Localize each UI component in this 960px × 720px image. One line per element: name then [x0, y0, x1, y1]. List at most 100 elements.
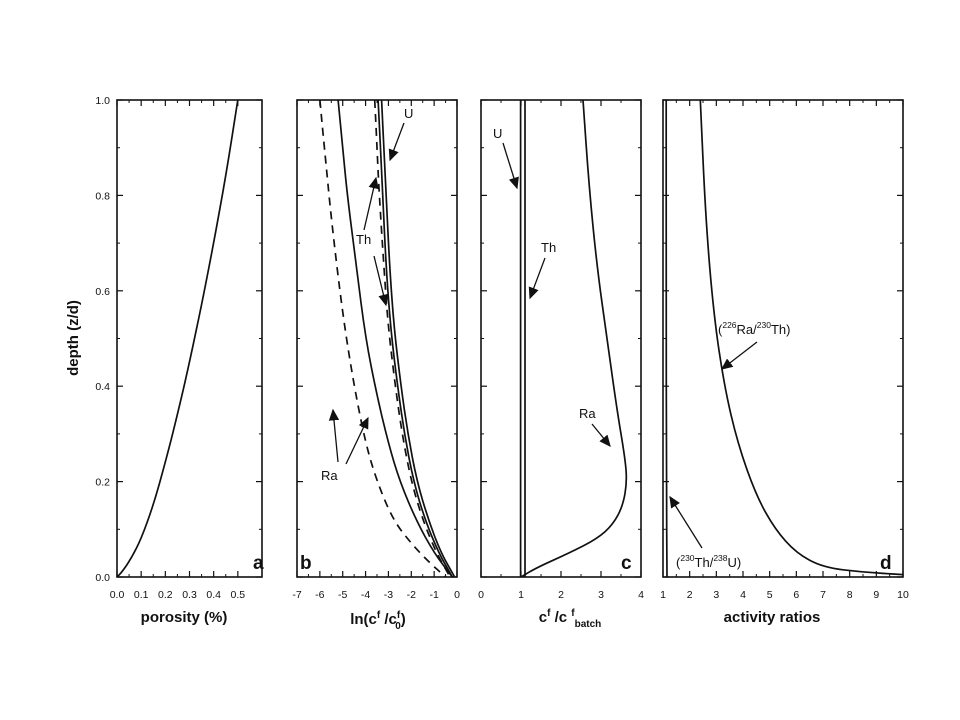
series-line-b-0: [319, 99, 447, 578]
x-tick-label-b: -4: [361, 589, 370, 601]
annotation-th-u-d-mass-238: 238: [713, 553, 727, 563]
x-tick-label-a: 0.4: [206, 589, 221, 601]
x-axis-title-b-part-4: 0: [395, 621, 401, 632]
x-tick-label-c: 0: [478, 589, 484, 601]
x-tick-label-d: 7: [820, 589, 826, 601]
series-line-d-1: [665, 100, 668, 578]
x-axis-title-b-part-1: f: [377, 610, 381, 621]
x-tick-label-d: 10: [897, 589, 909, 601]
axis-ticks: [116, 99, 904, 578]
panel-letter-d: d: [880, 553, 892, 574]
x-tick-label-a: 0.1: [134, 589, 149, 601]
x-tick-label-b: -6: [315, 589, 324, 601]
x-tick-label-b: -2: [407, 589, 416, 601]
x-tick-label-d: 8: [847, 589, 853, 601]
x-tick-label-b: -3: [384, 589, 393, 601]
y-tick-label: 1.0: [95, 95, 110, 107]
arrow-ra-b-right: [345, 416, 369, 465]
x-tick-label-d: 6: [793, 589, 799, 601]
x-tick-label-c: 4: [638, 589, 644, 601]
x-tick-label-d: 2: [687, 589, 693, 601]
arrow-ra-th-d: [720, 341, 758, 370]
annotation-th-b: Th: [356, 232, 371, 247]
panel-letter-c: c: [621, 553, 632, 574]
panel-letter-a: a: [253, 553, 264, 574]
y-tick-label: 0.6: [95, 286, 110, 298]
x-tick-label-b: 0: [454, 589, 460, 601]
x-axis-title-c-part-2: /c: [550, 609, 571, 626]
annotation-th-u-d: (230Th/238U): [676, 553, 741, 570]
panel-frame-c: [480, 99, 642, 578]
x-axis-title-d: activity ratios: [724, 609, 821, 626]
annotation-arrows: [328, 122, 758, 549]
x-axis-title-b-part-0: ln(c: [350, 611, 377, 628]
y-tick-label: 0.4: [95, 381, 110, 393]
annotation-th-u-d-mass-230: 230: [680, 553, 694, 563]
axis-labels: 0.0 0.1 0.2 0.3 0.4 0.5 0.0 0.2 0.4 0.6 0.8 1.0 -7 -6…: [95, 95, 909, 601]
annotation-u-b: U: [404, 106, 413, 121]
annotation-ra-th-d-mass-226: 226: [722, 320, 736, 330]
x-tick-label-b: -1: [429, 589, 438, 601]
x-axis-title-b-part-3: f: [397, 610, 401, 621]
panel-frame-d: [662, 99, 904, 578]
x-tick-label-d: 5: [767, 589, 773, 601]
series-line-b-1: [337, 99, 454, 578]
arrow-th-b-down: [373, 255, 389, 307]
annotation-ra-th-d-ra: Ra/: [737, 322, 758, 337]
y-tick-label: 0.2: [95, 477, 110, 489]
x-tick-label-d: 3: [713, 589, 719, 601]
y-tick-label: 0.8: [95, 190, 110, 202]
arrow-ra-b-left: [328, 408, 340, 463]
x-axis-title-b-part-5: ): [401, 611, 406, 628]
series-line-b-3: [377, 99, 454, 578]
x-tick-label-c: 2: [558, 589, 564, 601]
annotation-ra-b: Ra: [321, 468, 338, 483]
x-axis-title-c-part-4: batch: [575, 619, 602, 630]
panel-letter-b: b: [300, 553, 312, 574]
x-tick-label-d: 9: [873, 589, 879, 601]
x-tick-label-c: 3: [598, 589, 604, 601]
x-axis-title-c-part-3: f: [571, 608, 575, 619]
x-tick-label-a: 0.0: [110, 589, 125, 601]
x-axis-title-b: ln(cf /cf 0): [350, 610, 406, 632]
series-line-b-4: [380, 99, 456, 578]
annotation-th-u-d-u: U): [728, 555, 742, 570]
y-tick-label: 0.0: [95, 572, 110, 584]
x-tick-label-a: 0.5: [231, 589, 246, 601]
x-tick-label-c: 1: [518, 589, 524, 601]
x-tick-label-b: -5: [338, 589, 347, 601]
x-axis-title-a: porosity (%): [141, 609, 228, 626]
annotation-ra-th-d-mass-230: 230: [757, 320, 771, 330]
y-axis-title: depth (z/d): [65, 300, 82, 376]
x-tick-label-a: 0.2: [158, 589, 173, 601]
x-axis-title-c-part-1: f: [547, 608, 551, 619]
arrow-u-c: [502, 142, 519, 190]
arrow-th-u-d: [669, 495, 703, 549]
arrow-ra-c: [591, 423, 611, 448]
x-tick-label-d: 1: [660, 589, 666, 601]
annotation-ra-th-d-th: Th): [771, 322, 791, 337]
annotation-th-u-d-th: Th/: [695, 555, 714, 570]
x-tick-label-b: -7: [292, 589, 301, 601]
annotation-u-c: U: [493, 126, 502, 141]
arrow-th-b-up: [363, 176, 379, 231]
series-line-a-0: [116, 99, 239, 578]
x-axis-title-b-part-2: /c: [380, 611, 397, 628]
arrow-u-b: [388, 122, 405, 162]
series-line-d-0: [699, 99, 904, 576]
arrow-th-c: [528, 257, 546, 300]
annotation-ra-c: Ra: [579, 406, 596, 421]
annotation-ra-th-d: (226Ra/230Th): [718, 320, 790, 337]
series-line-b-2: [373, 99, 451, 578]
x-tick-label-a: 0.3: [182, 589, 197, 601]
series-line-c-2: [520, 99, 628, 578]
x-tick-label-d: 4: [740, 589, 746, 601]
x-axis-title-c-part-0: c: [539, 609, 547, 626]
data-lines: [116, 99, 904, 578]
annotation-th-c: Th: [541, 240, 556, 255]
panel-frame-b: [296, 99, 458, 578]
x-axis-title-c: cf /c fbatch: [539, 608, 602, 630]
panel-frames: [116, 99, 904, 578]
panel-frame-a: [116, 99, 263, 578]
